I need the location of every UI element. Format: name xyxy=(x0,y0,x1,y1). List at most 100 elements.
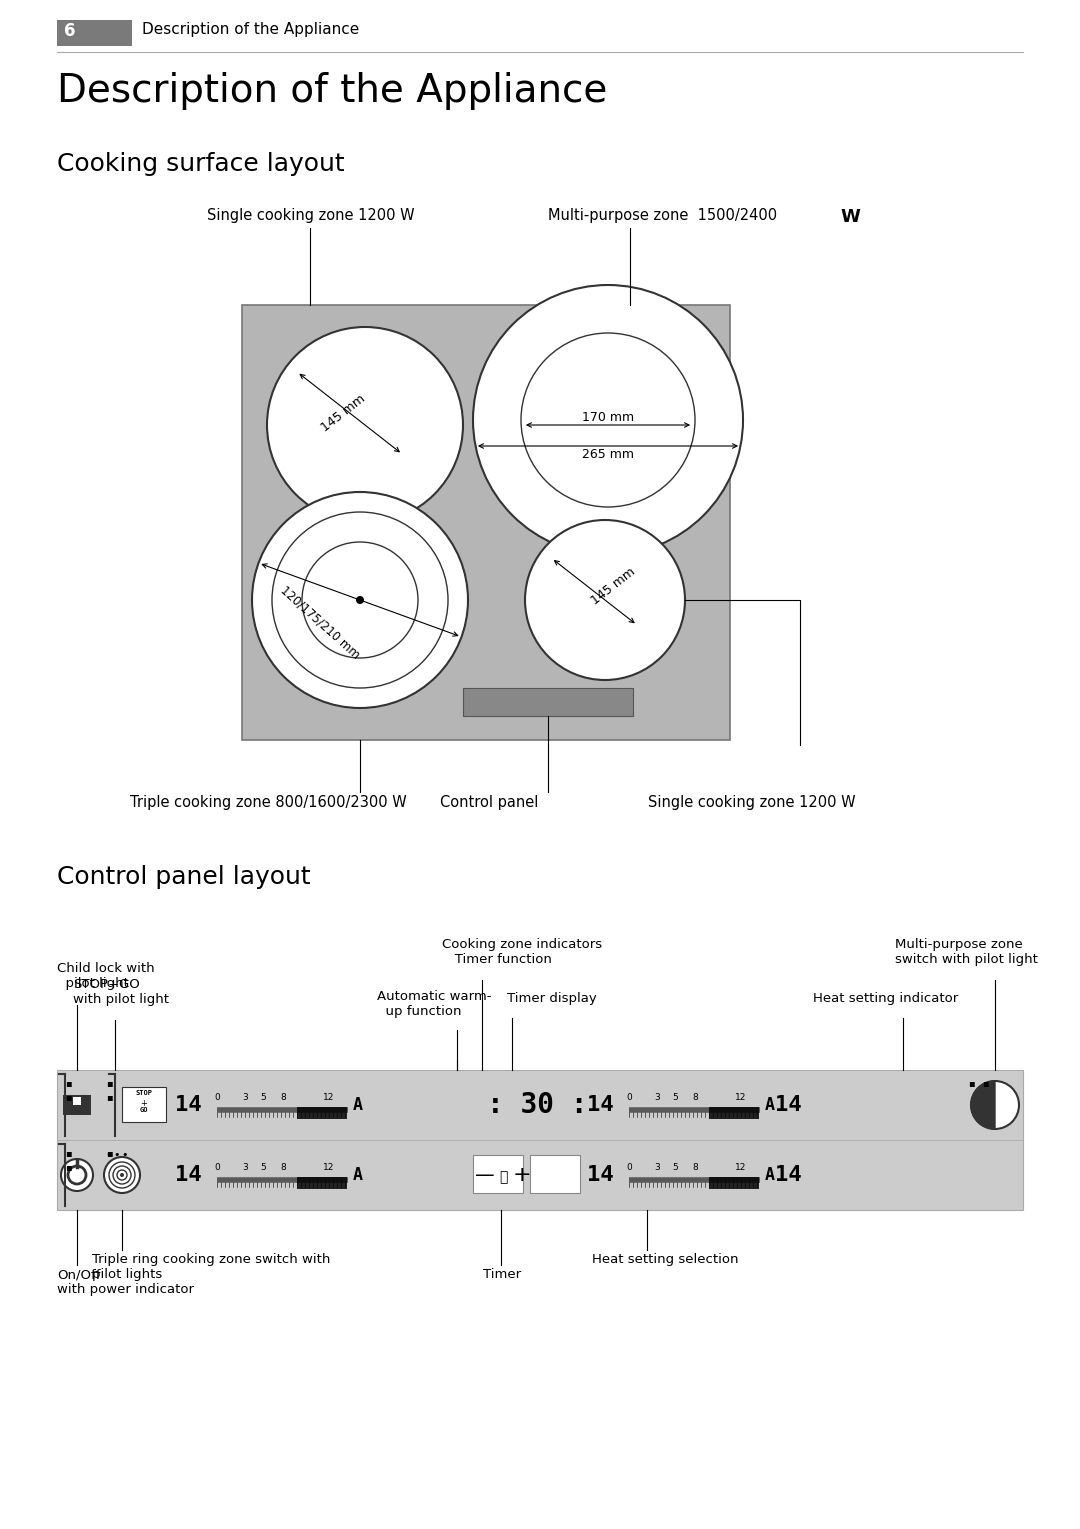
Text: Multi-purpose zone
switch with pilot light: Multi-purpose zone switch with pilot lig… xyxy=(895,937,1038,966)
Circle shape xyxy=(971,1081,1020,1128)
Bar xyxy=(473,1154,523,1193)
Text: ▪: ▪ xyxy=(106,1148,112,1157)
Text: Heat setting selection: Heat setting selection xyxy=(592,1252,739,1266)
Text: ▪: ▪ xyxy=(106,1078,112,1089)
Circle shape xyxy=(252,492,468,708)
Text: Control panel layout: Control panel layout xyxy=(57,865,311,888)
Text: 8: 8 xyxy=(692,1093,698,1101)
Text: ▪: ▪ xyxy=(982,1078,988,1089)
Text: 14: 14 xyxy=(775,1095,801,1115)
Text: 3: 3 xyxy=(242,1162,248,1171)
Text: 120/175/210 mm: 120/175/210 mm xyxy=(278,583,362,661)
Text: Heat setting indicator: Heat setting indicator xyxy=(813,992,958,1005)
Bar xyxy=(57,20,132,46)
Circle shape xyxy=(356,596,364,604)
Text: 14: 14 xyxy=(175,1095,202,1115)
Text: +: + xyxy=(140,1099,148,1109)
Text: 8: 8 xyxy=(692,1162,698,1171)
Circle shape xyxy=(473,284,743,555)
Text: —: — xyxy=(475,1165,495,1185)
Text: ⏻: ⏻ xyxy=(499,1170,508,1183)
Text: 265 mm: 265 mm xyxy=(582,448,634,462)
Circle shape xyxy=(267,327,463,523)
Text: Single cooking zone 1200 W: Single cooking zone 1200 W xyxy=(648,795,855,810)
Text: A: A xyxy=(353,1096,363,1115)
Text: ▪: ▪ xyxy=(65,1148,71,1157)
Text: Timer: Timer xyxy=(483,1268,522,1281)
Text: W: W xyxy=(840,208,860,226)
Text: 3: 3 xyxy=(654,1162,660,1171)
Text: Triple ring cooking zone switch with
pilot lights: Triple ring cooking zone switch with pil… xyxy=(92,1252,330,1281)
Text: •: • xyxy=(106,1150,112,1161)
Circle shape xyxy=(117,1170,127,1180)
Text: 0: 0 xyxy=(214,1162,220,1171)
Bar xyxy=(297,1107,347,1119)
Text: STOP: STOP xyxy=(135,1090,152,1096)
Text: ▪: ▪ xyxy=(65,1162,71,1173)
Text: 145 mm: 145 mm xyxy=(589,564,637,607)
Circle shape xyxy=(104,1157,140,1193)
Bar xyxy=(57,1070,1023,1209)
Bar xyxy=(708,1177,759,1190)
Text: 0: 0 xyxy=(214,1093,220,1101)
Text: Automatic warm-
  up function: Automatic warm- up function xyxy=(377,989,491,1018)
Text: 5: 5 xyxy=(672,1162,678,1171)
Text: +: + xyxy=(513,1165,531,1185)
Text: 170 mm: 170 mm xyxy=(582,411,634,424)
Text: 8: 8 xyxy=(280,1162,286,1171)
Text: 12: 12 xyxy=(735,1162,746,1171)
FancyBboxPatch shape xyxy=(63,1095,91,1115)
Text: ▪: ▪ xyxy=(65,1078,71,1089)
Bar xyxy=(73,1096,81,1105)
Text: 14: 14 xyxy=(588,1165,613,1185)
Text: Timer display: Timer display xyxy=(507,992,597,1005)
Text: 145 mm: 145 mm xyxy=(319,391,367,434)
Text: ▪: ▪ xyxy=(106,1092,112,1102)
Circle shape xyxy=(113,1167,131,1183)
Bar xyxy=(463,688,633,716)
Text: Description of the Appliance: Description of the Appliance xyxy=(57,72,607,110)
Text: Control panel: Control panel xyxy=(440,795,538,810)
Text: 14: 14 xyxy=(175,1165,202,1185)
Text: A: A xyxy=(353,1167,363,1183)
Bar xyxy=(242,304,730,740)
Text: A: A xyxy=(765,1096,775,1115)
Text: GO: GO xyxy=(139,1107,148,1113)
Text: ▪: ▪ xyxy=(65,1092,71,1102)
Circle shape xyxy=(120,1173,124,1177)
Text: 5: 5 xyxy=(260,1162,266,1171)
Circle shape xyxy=(302,541,418,657)
Text: 3: 3 xyxy=(654,1093,660,1101)
Bar xyxy=(708,1107,759,1119)
Text: STOP+GO
with pilot light: STOP+GO with pilot light xyxy=(73,979,168,1006)
Text: 8: 8 xyxy=(280,1093,286,1101)
Polygon shape xyxy=(971,1081,995,1128)
Text: : 30 :: : 30 : xyxy=(487,1092,588,1119)
Text: Triple cooking zone 800/1600/2300 W: Triple cooking zone 800/1600/2300 W xyxy=(130,795,407,810)
Text: •: • xyxy=(113,1150,120,1161)
Text: 0: 0 xyxy=(626,1162,632,1171)
Text: A: A xyxy=(765,1167,775,1183)
Text: 12: 12 xyxy=(735,1093,746,1101)
Text: 14: 14 xyxy=(588,1095,613,1115)
Text: 6: 6 xyxy=(64,21,76,40)
Text: ▪: ▪ xyxy=(968,1078,974,1089)
Circle shape xyxy=(68,1167,86,1183)
Text: 5: 5 xyxy=(672,1093,678,1101)
Text: Multi-purpose zone  1500/2400: Multi-purpose zone 1500/2400 xyxy=(548,208,782,223)
Circle shape xyxy=(60,1159,93,1191)
Text: Cooking zone indicators
   Timer function: Cooking zone indicators Timer function xyxy=(442,937,603,966)
Text: Child lock with
  pilot light: Child lock with pilot light xyxy=(57,962,154,989)
Circle shape xyxy=(272,512,448,688)
Circle shape xyxy=(525,520,685,680)
Text: 5: 5 xyxy=(260,1093,266,1101)
Text: •: • xyxy=(122,1150,129,1161)
Bar xyxy=(297,1177,347,1190)
Circle shape xyxy=(521,333,696,508)
Text: 14: 14 xyxy=(775,1165,801,1185)
Text: Description of the Appliance: Description of the Appliance xyxy=(141,21,360,37)
Text: On/Off
with power indicator: On/Off with power indicator xyxy=(57,1268,194,1297)
Text: 12: 12 xyxy=(323,1093,335,1101)
Text: 3: 3 xyxy=(242,1093,248,1101)
Text: 0: 0 xyxy=(626,1093,632,1101)
